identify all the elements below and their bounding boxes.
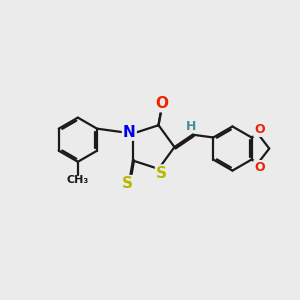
Text: S: S [122, 176, 133, 191]
Text: S: S [156, 166, 167, 181]
Text: H: H [186, 120, 196, 133]
Text: O: O [254, 161, 265, 174]
Text: CH₃: CH₃ [67, 175, 89, 185]
Text: O: O [156, 96, 169, 111]
Text: N: N [123, 124, 136, 140]
Text: O: O [254, 123, 265, 136]
